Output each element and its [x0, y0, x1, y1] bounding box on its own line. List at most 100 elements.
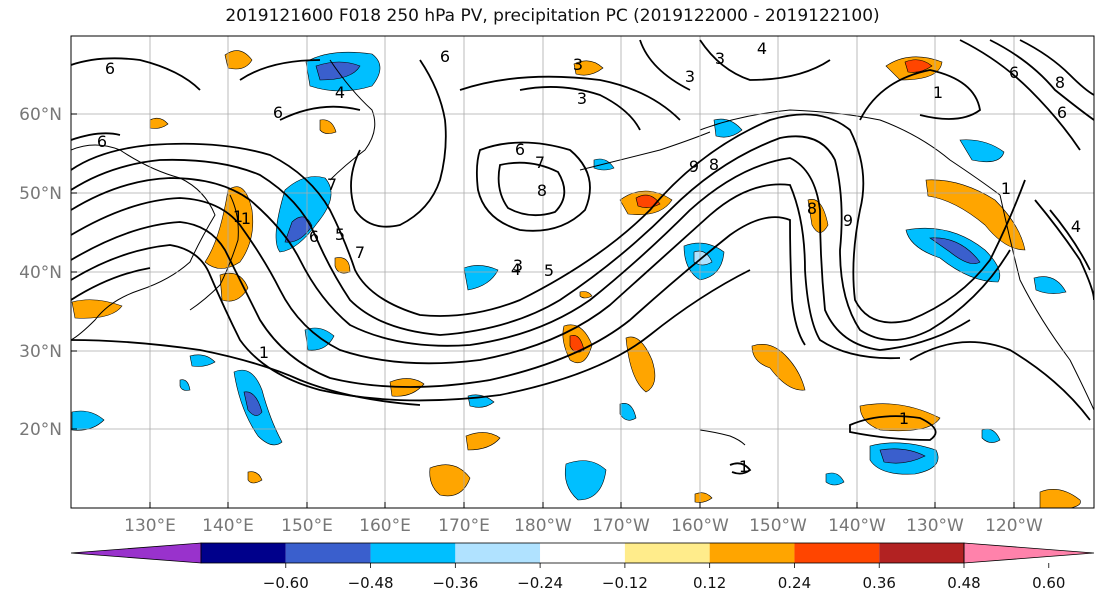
precip-negative-area — [879, 448, 926, 464]
latitude-label: 40°N — [19, 263, 62, 283]
contour-label: 1 — [233, 207, 243, 226]
colorbar-tick-label: −0.24 — [517, 574, 563, 592]
longitude-label: 120°W — [985, 516, 1043, 536]
contour-label: 6 — [1057, 103, 1067, 122]
pv-contour — [729, 462, 752, 475]
colorbar-segment — [540, 543, 625, 563]
colorbar-segment — [709, 543, 795, 563]
contour-label: 7 — [327, 175, 337, 194]
contour-label: 5 — [335, 225, 345, 244]
pv-contour — [1019, 39, 1094, 96]
contour-label: 6 — [440, 47, 450, 66]
contour-label: 8 — [537, 181, 547, 200]
contour-label: 7 — [535, 153, 545, 172]
precip-positive-area — [569, 335, 585, 353]
contour-label: 4 — [511, 260, 521, 279]
latitude-labels: 60°N 50°N 40°N 30°N 20°N — [19, 105, 77, 440]
colorbar-frame — [200, 542, 965, 564]
precip-shading — [71, 50, 1081, 508]
longitude-label: 150°E — [281, 516, 333, 536]
longitude-label: 130°E — [124, 516, 176, 536]
precip-negative-area — [929, 237, 981, 264]
contour-label: 1 — [739, 457, 749, 476]
pv-contour — [497, 161, 566, 217]
pv-contour — [279, 105, 361, 121]
precip-negative-area — [304, 327, 335, 351]
pv-contours — [71, 39, 1094, 475]
contour-label: 6 — [515, 140, 525, 159]
latitude-label: 30°N — [19, 342, 62, 362]
contour-label: 3 — [573, 55, 583, 74]
pv-contour — [959, 39, 1081, 151]
contour-label: 1 — [899, 409, 909, 428]
precip-negative-area — [619, 403, 637, 421]
contour-label: 4 — [335, 83, 345, 102]
longitude-label: 160°W — [671, 516, 729, 536]
contour-label: 8 — [1055, 73, 1065, 92]
colorbar-segment — [879, 543, 964, 563]
contour-label: 3 — [577, 89, 587, 108]
precip-positive-area — [1039, 489, 1081, 508]
longitude-label: 160°E — [359, 516, 411, 536]
pv-contour — [239, 59, 321, 81]
contour-label: 6 — [309, 227, 319, 246]
precip-positive-area — [904, 59, 933, 73]
pv-contour — [1049, 209, 1091, 271]
longitude-label: 180°W — [514, 516, 572, 536]
pv-contour — [459, 75, 681, 121]
pv-contour — [849, 415, 937, 441]
contour-label: 8 — [807, 199, 817, 218]
pv-contour — [71, 57, 201, 91]
longitude-label: 130°W — [906, 516, 964, 536]
pv-contour — [909, 341, 1091, 421]
precip-positive-area — [247, 471, 263, 484]
contour-label: 3 — [715, 49, 725, 68]
precip-negative-area — [284, 216, 313, 243]
colorbar-extend-high — [963, 542, 1095, 564]
pv-contour — [71, 216, 806, 388]
precip-positive-area — [751, 344, 806, 391]
precip-positive-area — [224, 50, 253, 70]
pv-contour — [71, 267, 151, 301]
precip-negative-area — [564, 460, 607, 501]
contour-label: 8 — [709, 155, 719, 174]
contour-label: 4 — [757, 39, 767, 58]
pv-contour — [71, 135, 1011, 341]
coastline-aleutians — [579, 131, 711, 171]
pv-contour — [639, 39, 691, 91]
pv-contour — [71, 132, 121, 141]
contour-label: 6 — [97, 132, 107, 151]
colorbar-segment — [201, 543, 286, 563]
precip-positive-area — [807, 198, 829, 233]
colorbar-segment — [624, 543, 710, 563]
contour-label: 9 — [843, 211, 853, 230]
contour-label: 6 — [105, 59, 115, 78]
coastline-alaska — [699, 109, 1001, 196]
pv-contour — [71, 113, 1026, 324]
precip-positive-area — [573, 60, 604, 76]
colorbar: −0.60 −0.48 −0.36 −0.24 −0.12 0.12 0.24 0.36 0.4… — [70, 542, 1095, 592]
pv-contour — [71, 183, 901, 365]
colorbar-tick-label: 0.24 — [778, 574, 811, 592]
coastline-kamchatka — [329, 59, 376, 181]
contour-label: 6 — [1009, 63, 1019, 82]
pv-contour — [699, 39, 831, 81]
contour-label: 9 — [689, 157, 699, 176]
precip-positive-area — [71, 299, 123, 319]
colorbar-tick-label: −0.60 — [263, 574, 309, 592]
pv-contour — [1034, 199, 1094, 301]
precip-positive-area — [429, 464, 471, 497]
precip-negative-area — [71, 410, 105, 431]
colorbar-segment — [285, 543, 371, 563]
contour-label: 3 — [513, 256, 523, 275]
precip-negative-area — [189, 354, 216, 367]
precip-negative-area — [243, 391, 263, 416]
precip-negative-area — [1033, 276, 1067, 294]
precip-negative-area — [959, 139, 1005, 163]
colorbar-tick-label: −0.36 — [432, 574, 478, 592]
precip-positive-area — [204, 186, 254, 269]
longitude-label: 140°E — [202, 516, 254, 536]
precip-positive-area — [694, 492, 713, 503]
